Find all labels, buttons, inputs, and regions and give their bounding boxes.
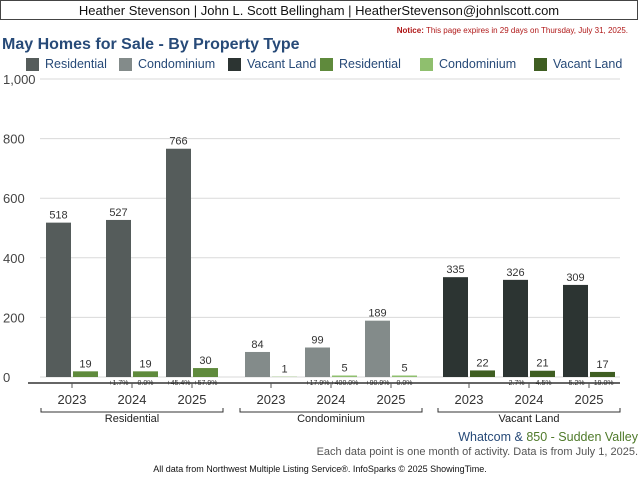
legend-swatch — [420, 58, 433, 71]
x-tick-label: 2024 — [317, 392, 346, 407]
bar-chart: 0 200 400 600 800 1,000 518 19 2023 527 19 +1.7% 0.0… — [3, 72, 621, 425]
change-label-area: +57.9% — [194, 380, 218, 387]
expiry-notice: Notice: This page expires in 29 days on … — [397, 26, 628, 35]
bar-region-residential-2025 — [166, 148, 191, 377]
group-bracket — [239, 408, 423, 413]
bar-value-label: 189 — [368, 308, 386, 320]
bar-value-label: 84 — [251, 339, 263, 351]
bar-area-residential-2024 — [133, 371, 158, 377]
bar-value-label: 326 — [506, 267, 524, 279]
bar-area-vacant-land-2025 — [590, 371, 615, 377]
legend-swatch — [26, 58, 39, 71]
bar-value-label: 19 — [139, 358, 151, 370]
bar-value-label: 5 — [401, 363, 407, 375]
bar-area-condominium-2024 — [332, 375, 357, 377]
bar-area-condominium-2025 — [392, 375, 417, 377]
bar-region-residential-2023 — [46, 222, 71, 377]
y-tick-label: 200 — [3, 310, 25, 325]
bar-value-label: 22 — [476, 357, 488, 369]
change-label-area: -19.0% — [591, 380, 613, 387]
x-tick-label: 2023 — [257, 392, 286, 407]
notice-label: Notice: — [396, 26, 424, 35]
data-footnote: Each data point is one month of activity… — [316, 446, 638, 458]
bar-region-residential-2024 — [106, 219, 131, 377]
legend-label: Vacant Land — [553, 57, 623, 71]
bar-region-condominium-2024 — [305, 347, 330, 377]
bar-value-label: 518 — [49, 210, 67, 222]
bar-value-label: 766 — [169, 136, 187, 148]
legend-label: Condominium — [439, 57, 517, 71]
change-label-region: -2.7% — [506, 380, 524, 387]
legend-swatch — [534, 58, 547, 71]
bar-value-label: 21 — [536, 358, 548, 370]
bar-region-condominium-2025 — [365, 320, 390, 377]
region-amp: & — [514, 430, 523, 444]
bar-value-label: 309 — [566, 272, 584, 284]
bar-value-label: 1 — [281, 364, 287, 376]
bar-value-label: 30 — [199, 355, 211, 367]
region-city: Whatcom — [458, 430, 512, 444]
bar-region-vacant-land-2024 — [503, 279, 528, 377]
group-label-vacant-land: Vacant Land — [499, 413, 560, 425]
legend-label: Condominium — [138, 57, 216, 71]
chart-title: May Homes for Sale - By Property Type — [2, 36, 300, 53]
change-label-region: +1.7% — [108, 380, 128, 387]
legend-swatch — [320, 58, 333, 71]
bar-value-label: 5 — [341, 363, 347, 375]
region-label: Whatcom & 850 - Sudden Valley — [458, 430, 638, 444]
change-label-region: +90.9% — [366, 380, 390, 387]
group-bracket — [437, 408, 621, 413]
x-tick-label: 2025 — [377, 392, 406, 407]
bar-area-vacant-land-2024 — [530, 370, 555, 377]
legend-label: Residential — [339, 57, 401, 71]
legend-label: Vacant Land — [247, 57, 317, 71]
legend-swatch — [119, 58, 132, 71]
legend-swatch — [228, 58, 241, 71]
change-label-area: 0.0% — [397, 380, 413, 387]
x-tick-label: 2025 — [178, 392, 207, 407]
change-label-region: -5.2% — [566, 380, 584, 387]
region-area: 850 - Sudden Valley — [526, 430, 638, 444]
bar-value-label: 527 — [109, 207, 127, 219]
x-tick-label: 2023 — [58, 392, 87, 407]
bar-area-residential-2023 — [73, 371, 98, 377]
notice-text: This page expires in 29 days on Thursday… — [425, 26, 628, 35]
x-tick-label: 2024 — [118, 392, 147, 407]
y-tick-label: 0 — [3, 370, 10, 385]
y-tick-label: 800 — [3, 132, 25, 147]
bar-value-label: 17 — [596, 359, 608, 371]
bar-value-label: 335 — [446, 264, 464, 276]
legend-label: Residential — [45, 57, 107, 71]
change-label-area: 0.0% — [138, 380, 154, 387]
change-label-area: -4.5% — [533, 380, 551, 387]
bar-region-condominium-2023 — [245, 351, 270, 377]
data-source: All data from Northwest Multiple Listing… — [153, 464, 487, 474]
change-label-region: +17.9% — [306, 380, 330, 387]
group-label-condominium: Condominium — [297, 413, 365, 425]
bar-region-vacant-land-2025 — [563, 284, 588, 377]
bar-value-label: 19 — [79, 358, 91, 370]
group-label-residential: Residential — [105, 413, 159, 425]
x-tick-label: 2024 — [515, 392, 544, 407]
bar-region-vacant-land-2023 — [443, 277, 468, 377]
x-tick-label: 2025 — [575, 392, 604, 407]
bar-value-label: 99 — [311, 334, 323, 346]
bar-area-residential-2025 — [193, 368, 218, 377]
y-tick-label: 600 — [3, 191, 25, 206]
x-tick-label: 2023 — [455, 392, 484, 407]
change-label-area: +400.0% — [331, 380, 359, 387]
group-bracket — [40, 408, 224, 413]
change-label-region: +45.4% — [167, 380, 191, 387]
y-tick-label: 400 — [3, 251, 25, 266]
y-tick-label: 1,000 — [3, 72, 36, 87]
agent-header: Heather Stevenson | John L. Scott Bellin… — [0, 0, 638, 20]
bar-area-vacant-land-2023 — [470, 370, 495, 377]
